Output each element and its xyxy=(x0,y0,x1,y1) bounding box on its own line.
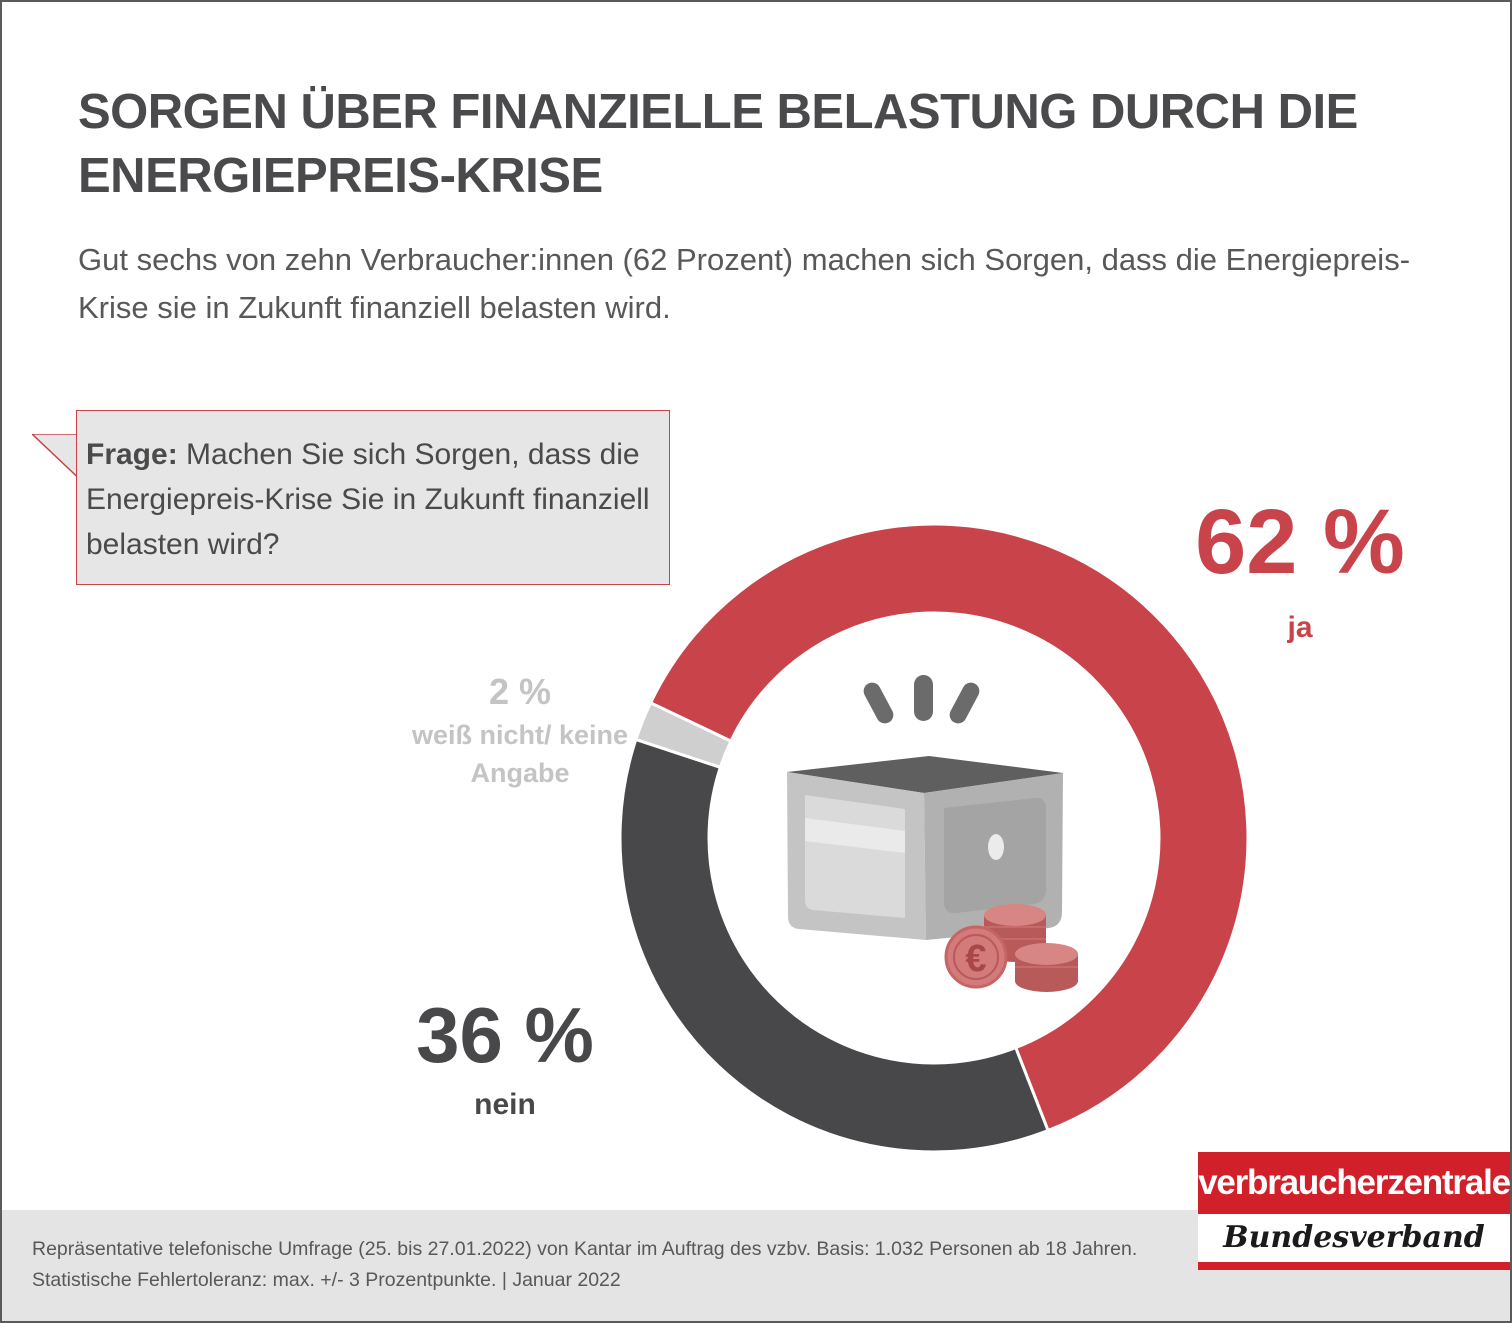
donut-segment-nein xyxy=(618,737,1051,1154)
wallet-opening-icon xyxy=(787,756,1063,793)
logo-subline: Bundesverband xyxy=(1198,1214,1510,1262)
worry-line-left-icon xyxy=(863,682,894,724)
coin-stack-back-top-icon xyxy=(984,904,1046,926)
speech-bubble-tail-joint xyxy=(77,433,80,479)
coin-stack-front-top-icon xyxy=(1015,943,1078,965)
brand-logo: verbraucherzentrale Bundesverband xyxy=(1198,1152,1511,1270)
wallet-front-band-icon xyxy=(805,818,905,853)
value-weiss-nicht: 2 % xyxy=(488,671,552,712)
question-text: Frage: Machen Sie sich Sorgen, dass die … xyxy=(86,432,656,567)
question-box xyxy=(76,410,670,585)
label-nein: nein xyxy=(474,1088,536,1121)
label-ja: ja xyxy=(1287,611,1313,644)
footer-note: Repräsentative telefonische Umfrage (25.… xyxy=(32,1238,1138,1291)
donut-segment-ja xyxy=(648,522,1250,1133)
value-ja: 62 % xyxy=(1195,491,1405,593)
euro-sign-icon: € xyxy=(965,938,986,980)
wallet-with-euro-coins-icon: € xyxy=(787,675,1078,992)
donut-segment-weiss-nicht xyxy=(633,700,733,770)
page-subtitle: Gut sechs von zehn Verbraucher:innen (62… xyxy=(78,242,1411,325)
logo-stripe xyxy=(1198,1262,1510,1270)
question-label: Frage: xyxy=(86,438,178,471)
value-nein: 36 % xyxy=(416,991,594,1079)
page-title: SORGEN ÜBER FINANZIELLE BELASTUNG DURCH … xyxy=(78,85,1358,203)
label-weiss-nicht: weiß nicht/ keine Angabe xyxy=(411,720,629,788)
logo-wordmark: verbraucherzentrale xyxy=(1198,1152,1511,1214)
question-body: Machen Sie sich Sorgen, dass die Energie… xyxy=(86,438,650,561)
donut-segments xyxy=(618,522,1250,1154)
worry-line-middle-icon xyxy=(914,675,933,721)
wallet-clasp-icon xyxy=(988,834,1004,860)
worry-line-right-icon xyxy=(949,682,980,724)
coin-stack-front-bottom-icon xyxy=(1015,970,1078,992)
wallet-front-panel-icon xyxy=(805,795,905,918)
euro-coin-inner-icon xyxy=(953,934,999,980)
